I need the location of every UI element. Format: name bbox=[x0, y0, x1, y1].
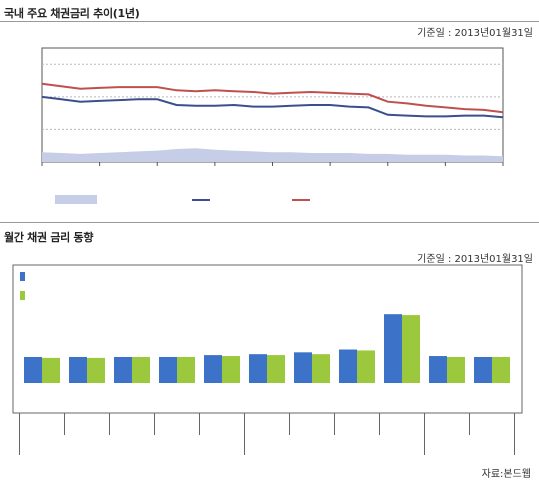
bar bbox=[402, 315, 420, 383]
bar bbox=[204, 355, 222, 383]
top-base-date: 기준일 : 2013년01월31일 bbox=[417, 28, 533, 39]
monthly-bond-rate-chart bbox=[12, 264, 523, 455]
bar bbox=[384, 314, 402, 383]
corporate-3y-aa-line bbox=[41, 82, 504, 114]
bar bbox=[474, 356, 492, 383]
legend-swatch-spread bbox=[55, 195, 97, 204]
bottom-base-date: 기준일 : 2013년01월31일 bbox=[417, 254, 533, 265]
bar bbox=[177, 356, 195, 383]
bar bbox=[312, 354, 330, 383]
plot-area bbox=[41, 47, 504, 163]
bar bbox=[69, 356, 87, 383]
rate-trend-chart bbox=[41, 47, 504, 204]
bar bbox=[294, 352, 312, 383]
bar bbox=[42, 357, 60, 383]
legend-swatch bbox=[20, 272, 25, 281]
top-title-divider bbox=[0, 21, 539, 22]
bar bbox=[132, 356, 150, 383]
bar bbox=[357, 350, 375, 383]
bar bbox=[447, 356, 465, 383]
spread-area bbox=[42, 148, 503, 162]
bar bbox=[222, 356, 240, 383]
bar bbox=[249, 354, 267, 383]
data-source-note: 자료:본드웹 bbox=[481, 469, 531, 480]
bar bbox=[87, 357, 105, 383]
bar-plot-area bbox=[12, 264, 523, 414]
bar bbox=[429, 356, 447, 383]
bar bbox=[159, 356, 177, 383]
bar bbox=[492, 356, 510, 383]
treasury-3y-line bbox=[41, 95, 504, 119]
bar bbox=[24, 356, 42, 383]
bottom-chart-title: 월간 채권 금리 동향 bbox=[4, 231, 94, 244]
top-chart-title: 국내 주요 채권금리 추이(1년) bbox=[4, 7, 140, 20]
section-divider bbox=[0, 222, 539, 223]
bar bbox=[339, 349, 357, 383]
bar bbox=[114, 356, 132, 383]
bar bbox=[267, 355, 285, 383]
legend-swatch bbox=[20, 291, 25, 300]
